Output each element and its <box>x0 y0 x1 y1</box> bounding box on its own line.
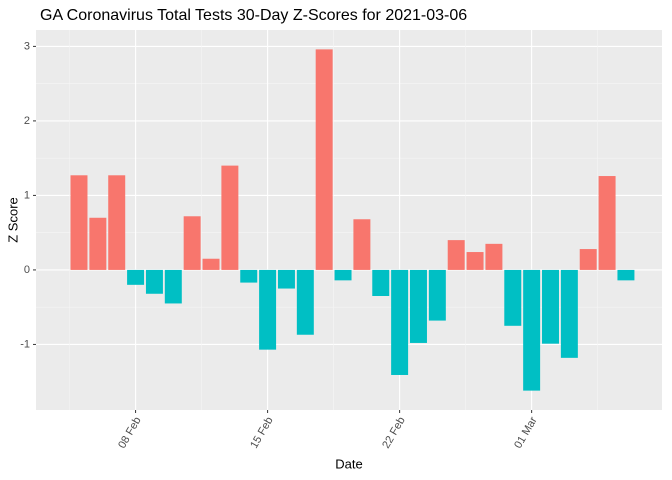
bar <box>560 269 578 358</box>
x-tick-label: 15 Feb <box>248 415 276 451</box>
bar <box>428 269 446 321</box>
bar <box>202 258 220 270</box>
bar <box>504 269 522 326</box>
x-tick-label: 01 Mar <box>512 415 540 451</box>
bar <box>485 243 503 270</box>
y-tick-label: -1 <box>20 338 30 350</box>
bar <box>70 175 88 270</box>
bar <box>183 216 201 270</box>
bar <box>127 269 145 285</box>
bar <box>164 269 182 304</box>
bar <box>542 269 559 344</box>
bar <box>334 269 352 281</box>
bar <box>89 217 107 270</box>
bar <box>277 269 295 289</box>
bar <box>315 49 333 270</box>
y-axis-label: Z Score <box>5 197 20 243</box>
bar <box>353 219 371 270</box>
y-tick-label: 0 <box>24 264 30 276</box>
bar <box>579 249 597 270</box>
y-tick-label: 2 <box>24 115 30 127</box>
bar <box>409 269 427 343</box>
bar <box>240 269 258 283</box>
x-axis-label: Date <box>335 456 362 471</box>
bar <box>466 252 484 270</box>
bar <box>296 269 314 335</box>
bar <box>447 240 465 270</box>
bar <box>372 269 390 296</box>
bar <box>598 176 616 270</box>
bar <box>523 269 541 391</box>
bar <box>259 269 277 350</box>
bar <box>221 165 239 270</box>
bar <box>391 269 409 375</box>
y-tick-label: 1 <box>24 189 30 201</box>
bar <box>145 269 163 294</box>
bar <box>108 175 126 270</box>
chart-title: GA Coronavirus Total Tests 30-Day Z-Scor… <box>40 7 467 24</box>
x-tick-label: 08 Feb <box>116 415 144 451</box>
y-tick-label: 3 <box>24 40 30 52</box>
bar <box>617 269 635 281</box>
x-tick-label: 22 Feb <box>380 415 408 451</box>
plot-panel <box>36 30 662 410</box>
